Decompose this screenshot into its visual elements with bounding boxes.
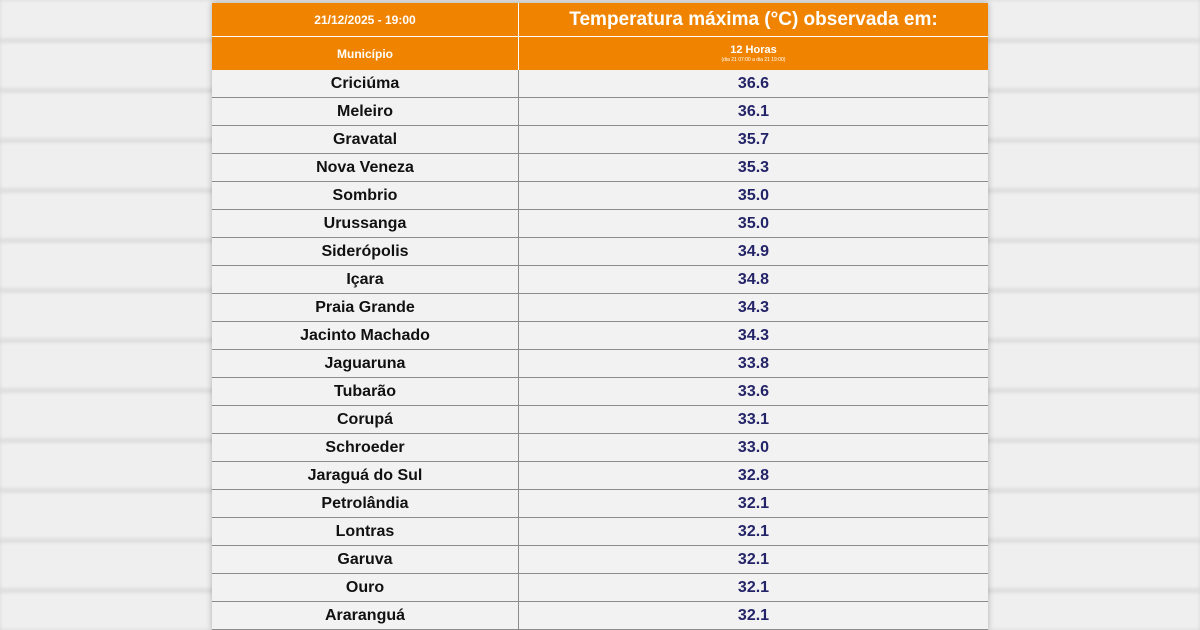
city-cell: Praia Grande <box>212 294 519 321</box>
city-cell: Sombrio <box>212 182 519 209</box>
city-cell: Criciúma <box>212 70 519 97</box>
temperature-cell: 32.8 <box>737 466 770 484</box>
table-header-top: 21/12/2025 - 19:00 Temperatura máxima (°… <box>212 3 988 36</box>
city-cell: Jaguaruna <box>212 350 519 377</box>
municipio-header: Município <box>337 46 393 61</box>
table-row: Içara 34.8 <box>212 266 988 294</box>
city-cell: Ouro <box>212 574 519 601</box>
period-header-cell: 12 Horas (dia 21 07:00 a dia 21 19:00) <box>519 37 988 70</box>
table-row: Sideró­polis 34.9 <box>212 238 988 266</box>
temperature-cell: 32.1 <box>737 550 770 568</box>
temperature-cell: 34.3 <box>737 298 770 316</box>
city-cell: Schroeder <box>212 434 519 461</box>
table-row: Nova Veneza 35.3 <box>212 154 988 182</box>
temperature-cell: 33.0 <box>737 438 770 456</box>
table-row: Meleiro 36.1 <box>212 98 988 126</box>
background-right-panel <box>988 0 1200 630</box>
temperature-cell: 35.3 <box>737 158 770 176</box>
city-cell: Sideró­polis <box>212 238 519 265</box>
city-cell: Corupá <box>212 406 519 433</box>
title-cell: Temperatura máxima (°C) observada em: <box>519 3 988 36</box>
table-row: Ouro 32.1 <box>212 574 988 602</box>
temperature-table: 21/12/2025 - 19:00 Temperatura máxima (°… <box>212 3 988 630</box>
table-row: Gravatal 35.7 <box>212 126 988 154</box>
temperature-cell: 32.1 <box>737 494 770 512</box>
table-row: Araranguá 32.1 <box>212 602 988 630</box>
temperature-cell: 32.1 <box>737 522 770 540</box>
table-row: Lontras 32.1 <box>212 518 988 546</box>
table-row: Petrolândia 32.1 <box>212 490 988 518</box>
city-cell: Nova Veneza <box>212 154 519 181</box>
table-row: Schroeder 33.0 <box>212 434 988 462</box>
table-row: Sombrio 35.0 <box>212 182 988 210</box>
table-row: Garuva 32.1 <box>212 546 988 574</box>
city-cell: Gravatal <box>212 126 519 153</box>
temperature-cell: 33.8 <box>737 354 770 372</box>
timestamp-cell: 21/12/2025 - 19:00 <box>212 3 519 36</box>
temperature-cell: 36.6 <box>737 74 770 92</box>
table-row: Urussanga 35.0 <box>212 210 988 238</box>
temperature-cell: 34.3 <box>737 326 770 344</box>
table-row: Tubarão 33.6 <box>212 378 988 406</box>
city-cell: Araranguá <box>212 602 519 629</box>
city-cell: Içara <box>212 266 519 293</box>
municipio-header-cell: Município <box>212 37 519 70</box>
table-row: Corupá 33.1 <box>212 406 988 434</box>
table-row: Jaraguá do Sul 32.8 <box>212 462 988 490</box>
temperature-cell: 34.9 <box>737 242 770 260</box>
period-header: 12 Horas <box>730 43 777 56</box>
city-cell: Urussanga <box>212 210 519 237</box>
city-cell: Meleiro <box>212 98 519 125</box>
city-cell: Jaraguá do Sul <box>212 462 519 489</box>
background-left-panel <box>0 0 212 630</box>
city-cell: Lontras <box>212 518 519 545</box>
city-cell: Petrolândia <box>212 490 519 517</box>
table-row: Jacinto Machado 34.3 <box>212 322 988 350</box>
temperature-cell: 35.0 <box>737 214 770 232</box>
table-row: Criciúma 36.6 <box>212 70 988 98</box>
table-title: Temperatura máxima (°C) observada em: <box>569 8 938 30</box>
timestamp: 21/12/2025 - 19:00 <box>314 12 416 27</box>
temperature-cell: 33.1 <box>737 410 770 428</box>
table-row: Jaguaruna 33.8 <box>212 350 988 378</box>
table-header-columns: Município 12 Horas (dia 21 07:00 a dia 2… <box>212 36 988 70</box>
temperature-cell: 33.6 <box>737 382 770 400</box>
temperature-cell: 34.8 <box>737 270 770 288</box>
temperature-cell: 32.1 <box>737 578 770 596</box>
temperature-cell: 32.1 <box>737 606 770 624</box>
temperature-cell: 35.0 <box>737 186 770 204</box>
temperature-cell: 35.7 <box>737 130 770 148</box>
city-cell: Tubarão <box>212 378 519 405</box>
city-cell: Garuva <box>212 546 519 573</box>
table-body: Criciúma 36.6 Meleiro 36.1 Gravatal 35.7 No… <box>212 70 988 630</box>
temperature-cell: 36.1 <box>737 102 770 120</box>
city-cell: Jacinto Machado <box>212 322 519 349</box>
period-subheader: (dia 21 07:00 a dia 21 19:00) <box>721 56 786 63</box>
table-row: Praia Grande 34.3 <box>212 294 988 322</box>
